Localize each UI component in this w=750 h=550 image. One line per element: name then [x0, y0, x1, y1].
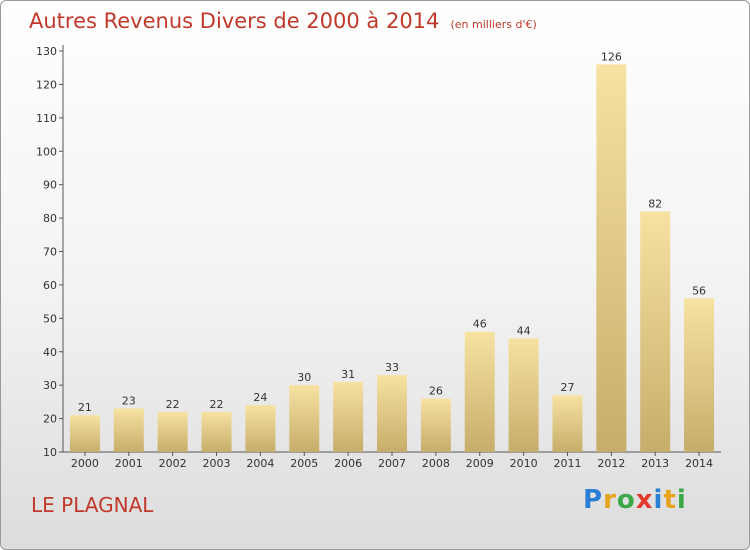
data-label: 46 [473, 318, 487, 331]
x-tick-label: 2010 [510, 457, 538, 470]
y-tick-label: 30 [43, 379, 57, 392]
bar [245, 405, 276, 452]
bar [113, 408, 144, 452]
chart-title-block: Autres Revenus Divers de 2000 à 2014 (en… [29, 9, 537, 33]
logo-letter: x [635, 485, 654, 515]
chart-subtitle: (en milliers d'€) [450, 18, 537, 31]
proxiti-logo: Proxiti [583, 485, 687, 515]
bar [640, 211, 671, 452]
bar [420, 398, 451, 452]
bar [201, 411, 232, 452]
x-tick-label: 2007 [378, 457, 406, 470]
logo-letter: o [616, 485, 636, 515]
bar [684, 298, 715, 452]
y-tick-label: 70 [43, 246, 57, 259]
bar [464, 331, 495, 452]
y-tick-label: 90 [43, 179, 57, 192]
x-tick-label: 2008 [422, 457, 450, 470]
data-label: 24 [253, 391, 267, 404]
data-label: 30 [297, 371, 311, 384]
logo-letter: r [603, 485, 617, 515]
y-tick-label: 40 [43, 346, 57, 359]
y-tick-label: 10 [43, 446, 57, 459]
data-label: 33 [385, 361, 399, 374]
x-tick-label: 2000 [71, 457, 99, 470]
data-label: 126 [601, 50, 622, 63]
x-tick-label: 2006 [334, 457, 362, 470]
x-tick-label: 2012 [597, 457, 625, 470]
logo-letter: t [663, 485, 677, 515]
chart-title: Autres Revenus Divers de 2000 à 2014 [29, 9, 440, 33]
logo-letter: i [653, 485, 664, 515]
data-label: 44 [517, 324, 531, 337]
x-tick-label: 2002 [159, 457, 187, 470]
bar [596, 64, 627, 452]
x-tick-label: 2001 [115, 457, 143, 470]
place-name: LE PLAGNAL [31, 493, 154, 517]
bar [508, 338, 539, 452]
x-tick-label: 2014 [685, 457, 713, 470]
data-label: 26 [429, 385, 443, 398]
bar [377, 375, 407, 452]
y-tick-label: 20 [43, 413, 57, 426]
y-tick-label: 50 [43, 312, 57, 325]
y-tick-label: 130 [36, 45, 57, 58]
data-label: 22 [210, 398, 224, 411]
x-tick-label: 2013 [641, 457, 669, 470]
x-tick-label: 2004 [246, 457, 274, 470]
y-tick-label: 80 [43, 212, 57, 225]
bar [552, 395, 583, 452]
data-label: 56 [692, 284, 706, 297]
logo-letter: i [676, 485, 687, 515]
data-label: 27 [560, 381, 574, 394]
logo-letter: P [583, 485, 604, 515]
x-tick-label: 2011 [553, 457, 581, 470]
y-tick-label: 60 [43, 279, 57, 292]
data-label: 23 [122, 395, 136, 408]
data-label: 21 [78, 401, 92, 414]
bar [157, 411, 188, 452]
data-label: 22 [166, 398, 180, 411]
bar [289, 385, 320, 452]
x-tick-label: 2009 [466, 457, 494, 470]
data-label: 31 [341, 368, 355, 381]
y-tick-label: 120 [36, 78, 57, 91]
y-tick-label: 110 [36, 112, 57, 125]
data-label: 82 [648, 197, 662, 210]
y-tick-label: 100 [36, 145, 57, 158]
bar [69, 415, 100, 452]
bar [333, 381, 364, 452]
x-tick-label: 2003 [203, 457, 231, 470]
x-tick-label: 2005 [290, 457, 318, 470]
